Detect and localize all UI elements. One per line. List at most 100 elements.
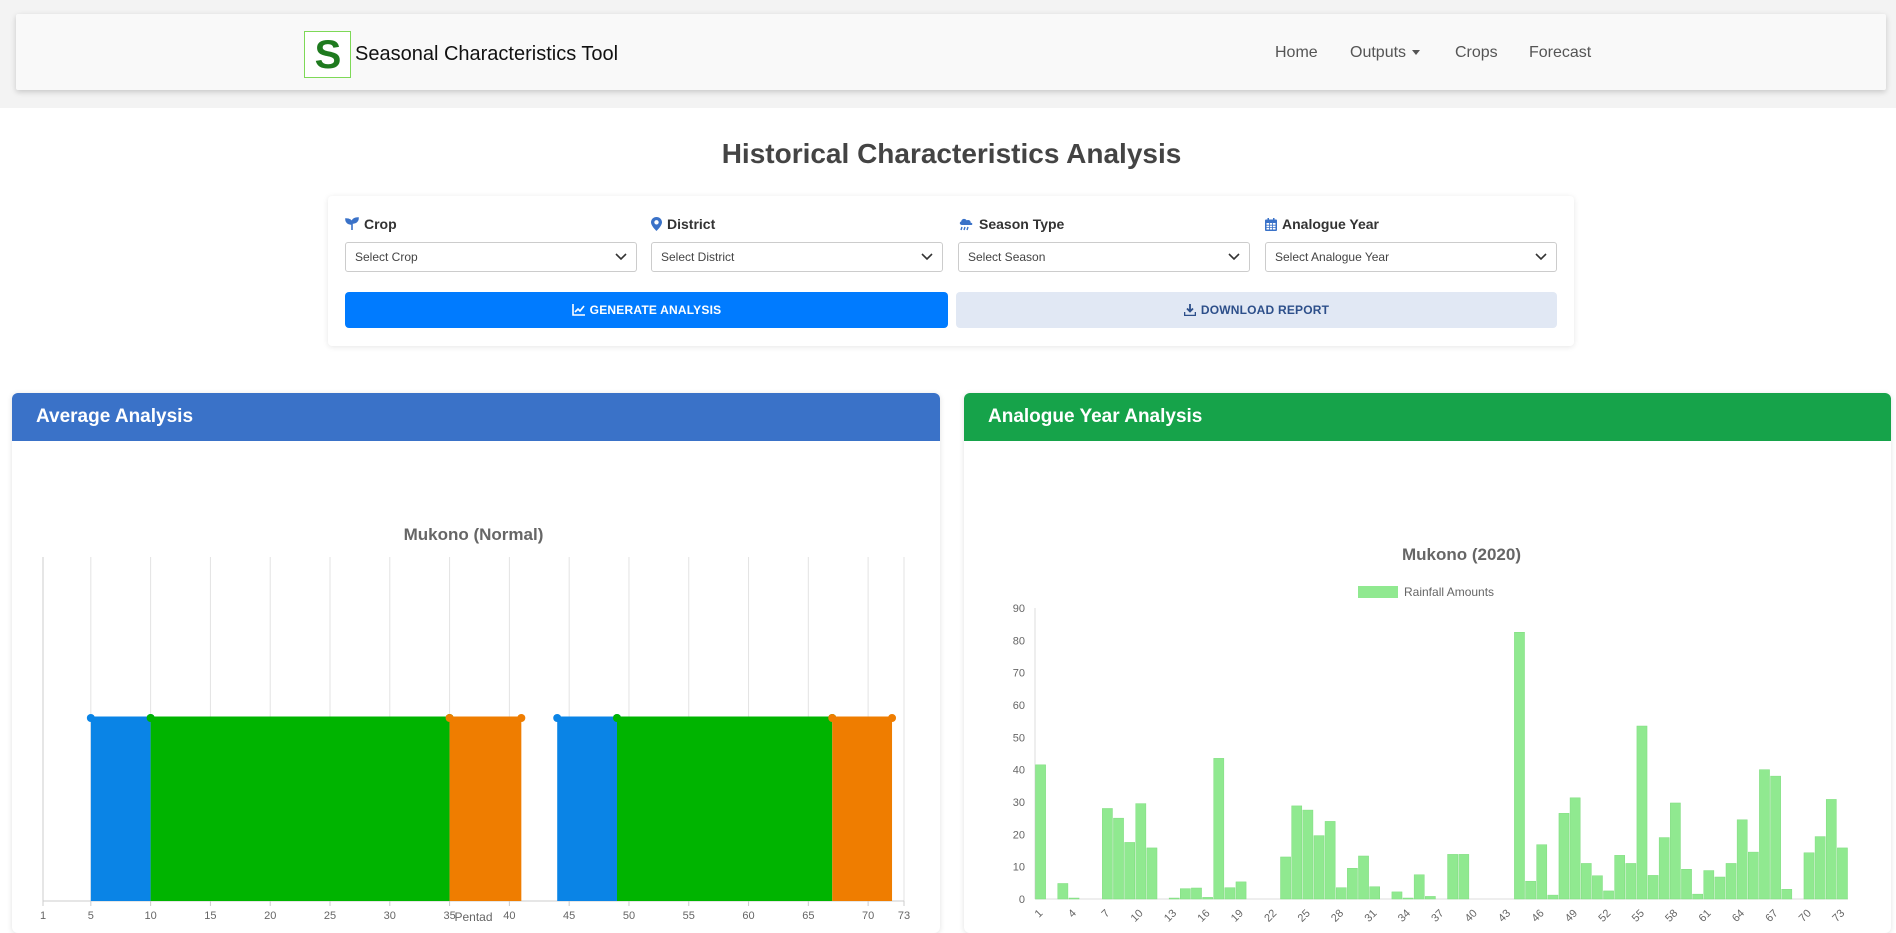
district-field: District Select District: [651, 216, 943, 272]
rainfall-bar: [1347, 868, 1358, 900]
chart-title: Mukono (Normal): [404, 525, 544, 544]
page-title: Historical Characteristics Analysis: [721, 138, 1182, 169]
rainfall-bar: [1369, 886, 1380, 900]
rainfall-bar: [1658, 837, 1670, 900]
x-tick-label: 1: [1033, 907, 1046, 920]
x-tick-label: 28: [1329, 907, 1346, 924]
x-tick-label: 10: [1129, 907, 1146, 924]
rainfall-bar: [1280, 856, 1291, 900]
x-tick-label: 61: [1697, 907, 1714, 924]
brand[interactable]: S Seasonal Characteristics Tool: [304, 29, 618, 79]
x-tick-label: 30: [384, 910, 396, 922]
rainfall-bar: [1592, 875, 1603, 900]
nav-crops[interactable]: Crops: [1455, 44, 1498, 61]
x-tick-label: 67: [1763, 907, 1780, 924]
rainfall-bar: [1736, 819, 1748, 900]
analysis-form: Crop Select Crop District Select Distric…: [328, 196, 1574, 346]
legend-swatch: [1358, 586, 1398, 598]
logo-s-icon: S: [314, 34, 341, 74]
download-report-label: DOWNLOAD REPORT: [1200, 303, 1330, 317]
generate-analysis-button[interactable]: GENERATE ANALYSIS: [345, 292, 948, 328]
y-tick-label: 40: [1013, 765, 1025, 777]
rainfall-bar: [1235, 881, 1247, 900]
x-tick-label: 40: [1463, 907, 1480, 924]
x-tick-label: 35: [443, 910, 455, 922]
x-axis-label: Pentad: [454, 910, 492, 924]
district-select[interactable]: Select District: [651, 242, 943, 272]
rainfall-bar: [1191, 887, 1202, 900]
rainfall-bar: [1580, 863, 1592, 900]
rainfall-bar: [1291, 805, 1303, 900]
crop-select[interactable]: Select Crop: [345, 242, 637, 272]
rainfall-bar: [1135, 803, 1147, 900]
nav-outputs-dropdown[interactable]: Outputs: [1350, 44, 1421, 62]
x-tick-label: 40: [503, 910, 515, 922]
season-label: Season Type: [979, 216, 1065, 232]
x-tick-label: 13: [1162, 907, 1179, 924]
rainfall-bar: [1324, 821, 1336, 900]
x-tick-label: 65: [802, 910, 814, 922]
logo: S: [304, 30, 351, 78]
calendar-icon: [1265, 217, 1277, 231]
analogue-select[interactable]: Select Analogue Year: [1265, 242, 1557, 272]
rainfall-bar: [1837, 847, 1848, 900]
x-tick-label: 25: [324, 910, 336, 922]
analogue-analysis-panel: Analogue Year Analysis Mukono (2020) Rain…: [964, 393, 1891, 933]
x-tick-label: 60: [742, 910, 754, 922]
segment-point: [146, 714, 155, 722]
legend-label: Rainfall Amounts: [1404, 585, 1494, 599]
rainfall-bar: [1803, 852, 1815, 900]
segment-point: [828, 714, 837, 722]
y-tick-label: 60: [1013, 700, 1025, 712]
season-segment: [832, 718, 893, 901]
nav-forecast[interactable]: Forecast: [1529, 44, 1592, 61]
x-tick-label: 55: [1630, 907, 1647, 924]
x-tick-label: 73: [898, 910, 910, 922]
navbar-background: S Seasonal Characteristics Tool Home Out…: [0, 0, 1896, 108]
rainfall-bar: [1670, 802, 1681, 900]
x-tick-label: 37: [1429, 907, 1446, 924]
x-tick-label: 20: [264, 910, 276, 922]
y-tick-label: 0: [1019, 894, 1025, 906]
rainfall-bar: [1525, 880, 1536, 900]
seedling-icon: [345, 217, 359, 230]
svg-text:S: S: [314, 34, 341, 74]
analogue-select-value: Select Analogue Year: [1275, 250, 1390, 264]
chevron-down-icon: [615, 253, 627, 261]
y-tick-label: 50: [1013, 732, 1025, 744]
x-tick-label: 15: [204, 910, 216, 922]
rainfall-bar: [1113, 817, 1124, 900]
rainfall-bar: [1202, 897, 1213, 900]
season-field: Season Type Select Season: [958, 216, 1250, 272]
season-select[interactable]: Select Season: [958, 242, 1250, 272]
x-tick-label: 55: [683, 910, 695, 922]
analogue-year-chart: Mukono (2020) Rainfall Amounts 0 10 20 30 40 50…: [1013, 545, 1848, 925]
x-tick-label: 7: [1100, 907, 1113, 920]
nav-home[interactable]: Home: [1275, 44, 1318, 61]
season-segment: [617, 718, 833, 901]
rainfall-bar: [1558, 813, 1570, 900]
rainfall-bar: [1569, 797, 1581, 900]
analogue-analysis-header: Analogue Year Analysis: [964, 393, 1891, 441]
y-tick-label: 30: [1013, 797, 1025, 809]
rainfall-bar: [1413, 874, 1425, 900]
x-tick-label: 45: [563, 910, 575, 922]
rainfall-bar: [1692, 893, 1703, 900]
rainfall-bar: [1057, 883, 1069, 900]
rainfall-bar: [1224, 887, 1236, 900]
analogue-label: Analogue Year: [1282, 216, 1380, 232]
rainfall-bar: [1603, 890, 1614, 900]
season-segment: [449, 718, 522, 901]
rainfall-bar: [1714, 876, 1726, 900]
crop-field: Crop Select Crop: [345, 216, 637, 272]
y-tick-label: 20: [1013, 829, 1025, 841]
rainfall-bar: [1402, 897, 1414, 900]
season-segment: [90, 718, 151, 901]
x-tick-label: 52: [1596, 907, 1613, 924]
rainfall-bar: [1514, 632, 1525, 900]
chart-title: Mukono (2020): [1402, 545, 1521, 564]
caret-down-icon: [1412, 50, 1421, 56]
download-report-button[interactable]: DOWNLOAD REPORT: [956, 292, 1557, 328]
segment-point: [445, 714, 454, 722]
average-analysis-panel: Average Analysis Mukono (Normal) 1 5 10 15 20…: [12, 393, 940, 933]
